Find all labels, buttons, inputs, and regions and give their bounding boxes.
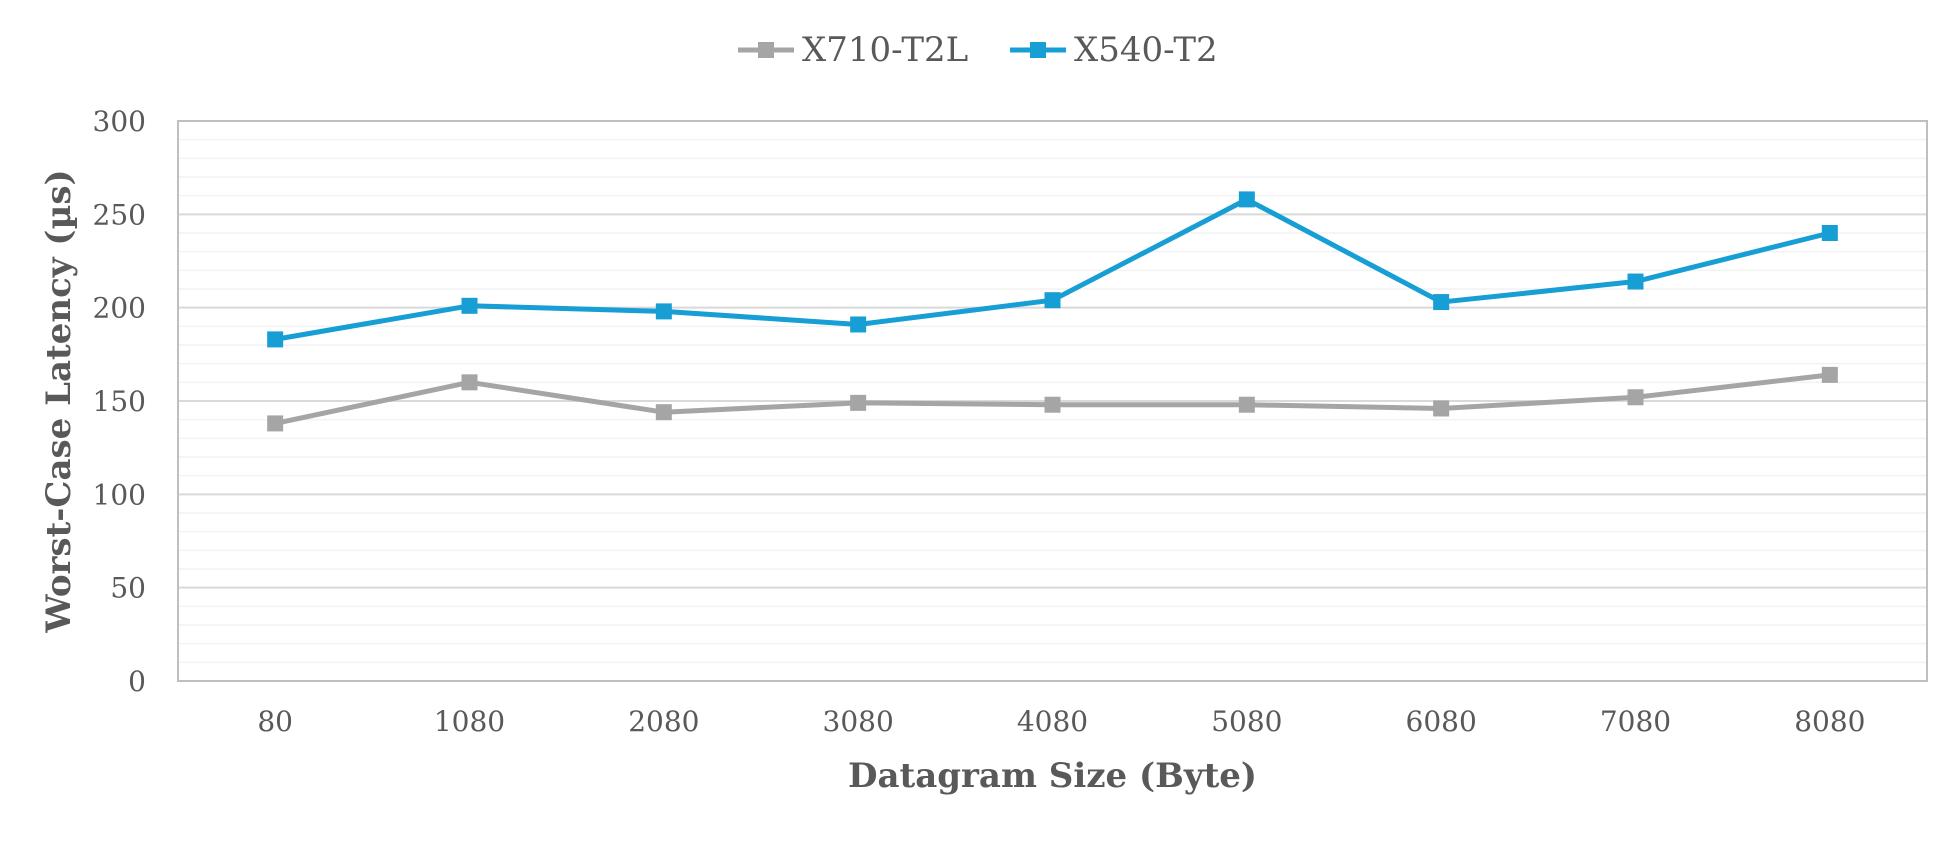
x-tick-label: 2080 (628, 705, 699, 738)
y-tick-label: 50 (110, 572, 146, 605)
data-point (267, 331, 284, 348)
y-tick-label: 0 (128, 665, 146, 698)
legend: X710-T2L X540-T2 (738, 30, 1218, 70)
y-tick-label: 150 (93, 385, 146, 418)
data-point (1044, 396, 1061, 413)
series-X540-T2 (267, 191, 1838, 348)
series-layer (267, 191, 1838, 432)
y-tick-label: 100 (93, 478, 146, 511)
y-axis-title: Worst-Case Latency (µs) (39, 169, 79, 633)
series-line (274, 196, 1831, 342)
data-point (1433, 400, 1450, 417)
plot-area-border (177, 120, 1928, 682)
data-point (1627, 389, 1644, 406)
data-point (655, 404, 672, 421)
data-point (1821, 225, 1838, 241)
x-tick-label: 80 (257, 705, 293, 738)
legend-label: X540-T2 (1074, 30, 1218, 70)
data-point (1627, 273, 1644, 290)
x-tick-label: 5080 (1211, 705, 1282, 738)
data-point (267, 415, 284, 432)
y-tick-label: 250 (93, 198, 146, 231)
legend-swatch-marker (1030, 42, 1046, 58)
y-tick-label: 300 (93, 105, 146, 138)
data-point (655, 303, 672, 320)
legend-swatch-marker (758, 42, 774, 58)
x-tick-label: 7080 (1600, 705, 1671, 738)
legend-label: X710-T2L (802, 30, 968, 70)
data-point (1044, 292, 1061, 309)
data-point (1238, 191, 1255, 208)
x-tick-label: 3080 (823, 705, 894, 738)
data-point (1433, 294, 1450, 311)
x-axis-tick-labels: 80 1080 2080 3080 4080 5080 6080 7080 8080 (257, 705, 1865, 738)
data-point (850, 316, 867, 333)
y-axis-tick-labels: 0 50 100 150 200 250 300 (93, 105, 146, 698)
x-axis-title: Datagram Size (Byte) (848, 756, 1257, 796)
x-tick-label: 6080 (1406, 705, 1477, 738)
data-point (1821, 366, 1838, 383)
series-X710-T2L (267, 366, 1838, 432)
x-tick-label: 4080 (1017, 705, 1088, 738)
legend-item: X540-T2 (1010, 30, 1218, 70)
legend-item: X710-T2L (738, 30, 968, 70)
data-point (461, 374, 478, 391)
minor-gridlines (178, 138, 1927, 664)
data-point (1238, 396, 1255, 413)
x-tick-label: 1080 (434, 705, 505, 738)
y-tick-label: 200 (93, 292, 146, 325)
x-tick-label: 8080 (1794, 705, 1865, 738)
data-point (850, 394, 867, 411)
data-point (461, 297, 478, 314)
